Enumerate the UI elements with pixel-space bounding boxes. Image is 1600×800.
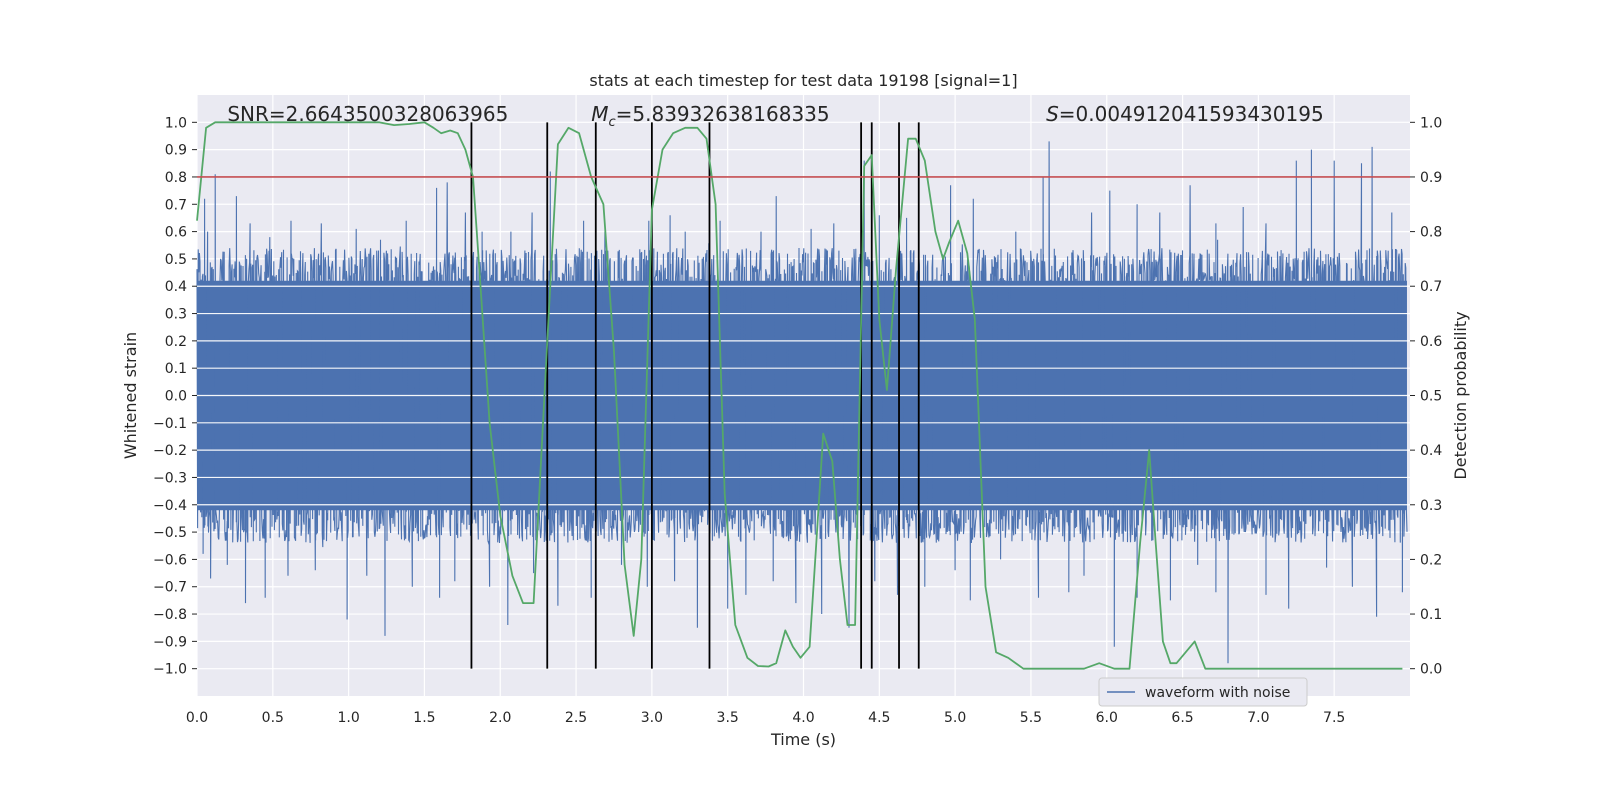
snr-annotation: SNR=2.6643500328063965 [227, 102, 508, 126]
x-tick-label: 7.5 [1323, 710, 1345, 726]
y-tick-label: 0.7 [165, 197, 187, 213]
y-tick-label: −0.8 [153, 607, 187, 623]
y2-tick-label: 1.0 [1420, 115, 1442, 131]
y2-tick-label: 0.9 [1420, 170, 1442, 186]
y2-tick-label: 0.4 [1420, 443, 1442, 459]
y2-tick-label: 0.7 [1420, 279, 1442, 295]
y-tick-label: 0.8 [165, 170, 187, 186]
y2-tick-label: 0.1 [1420, 607, 1442, 623]
s-value: =0.004912041593430195 [1059, 102, 1324, 126]
event-lines [470, 122, 920, 669]
y-tick-label: −0.6 [153, 552, 187, 568]
x-tick-label: 3.5 [717, 710, 739, 726]
y-tick-label: −0.5 [153, 525, 187, 541]
x-tick-label: 5.5 [1020, 710, 1042, 726]
x-tick-label: 7.0 [1247, 710, 1269, 726]
waveform-layer [196, 141, 1410, 664]
x-tick-label: 5.0 [944, 710, 966, 726]
y-tick-label: 0.3 [165, 307, 187, 323]
x-tick-label: 4.0 [792, 710, 814, 726]
y2-axis-label: Detection probability [1451, 311, 1470, 479]
y-tick-label: −0.4 [153, 498, 187, 514]
y-tick-label: −0.2 [153, 443, 187, 459]
x-axis-label: Time (s) [770, 730, 836, 749]
chirp-mass-annotation: Mc=5.83932638168335 [591, 102, 829, 130]
y-tick-label: −0.9 [153, 634, 187, 650]
probability-layer [196, 121, 1403, 670]
y-axis-label: Whitened strain [121, 332, 140, 459]
y-tick-label: 0.2 [165, 334, 187, 350]
y-tick-label: 0.0 [165, 389, 187, 405]
s-symbol: S [1046, 102, 1059, 126]
y-tick-label: 0.4 [165, 279, 187, 295]
mc-value: =5.83932638168335 [616, 102, 830, 126]
y-tick-label: −0.1 [153, 416, 187, 432]
x-tick-label: 0.5 [262, 710, 284, 726]
y-tick-label: −0.3 [153, 470, 187, 486]
y-tick-label: 0.1 [165, 361, 187, 377]
mc-subscript: c [608, 115, 615, 130]
legend-box [1098, 677, 1308, 707]
x-tick-label: 2.5 [565, 710, 587, 726]
y-tick-label: 0.6 [165, 225, 187, 241]
y-tick-label: 0.9 [165, 143, 187, 159]
y2-tick-label: 0.8 [1420, 225, 1442, 241]
x-tick-label: 3.0 [641, 710, 663, 726]
y-tick-label: −1.0 [153, 662, 187, 678]
x-tick-label: 0.0 [186, 710, 208, 726]
x-tick-label: 6.0 [1096, 710, 1118, 726]
mc-symbol: M [591, 102, 608, 126]
y2-tick-label: 0.5 [1420, 389, 1442, 405]
x-tick-label: 4.5 [868, 710, 890, 726]
s-annotation: S=0.004912041593430195 [1046, 102, 1324, 126]
y2-tick-label: 0.0 [1420, 662, 1442, 678]
y2-tick-label: 0.3 [1420, 498, 1442, 514]
y-tick-label: 1.0 [165, 115, 187, 131]
waveform-with-noise-line [196, 141, 1408, 664]
chart-title: stats at each timestep for test data 191… [589, 71, 1017, 90]
y-tick-label: −0.7 [153, 580, 187, 596]
y-tick-label: 0.5 [165, 252, 187, 268]
legend: waveform with noise [1098, 677, 1308, 707]
x-tick-label: 1.0 [337, 710, 359, 726]
detection-probability-line [196, 121, 1403, 670]
legend-label-waveform: waveform with noise [1145, 685, 1290, 701]
y2-tick-label: 0.2 [1420, 552, 1442, 568]
x-tick-label: 1.5 [413, 710, 435, 726]
x-tick-label: 6.5 [1171, 710, 1193, 726]
y2-tick-label: 0.6 [1420, 334, 1442, 350]
x-tick-label: 2.0 [489, 710, 511, 726]
ticks: 0.0 0.5 1.0 1.5 2.0 2.5 3.0 3.5 4.0 4.5 5.0 5.5 6.0 6… [153, 115, 1442, 726]
